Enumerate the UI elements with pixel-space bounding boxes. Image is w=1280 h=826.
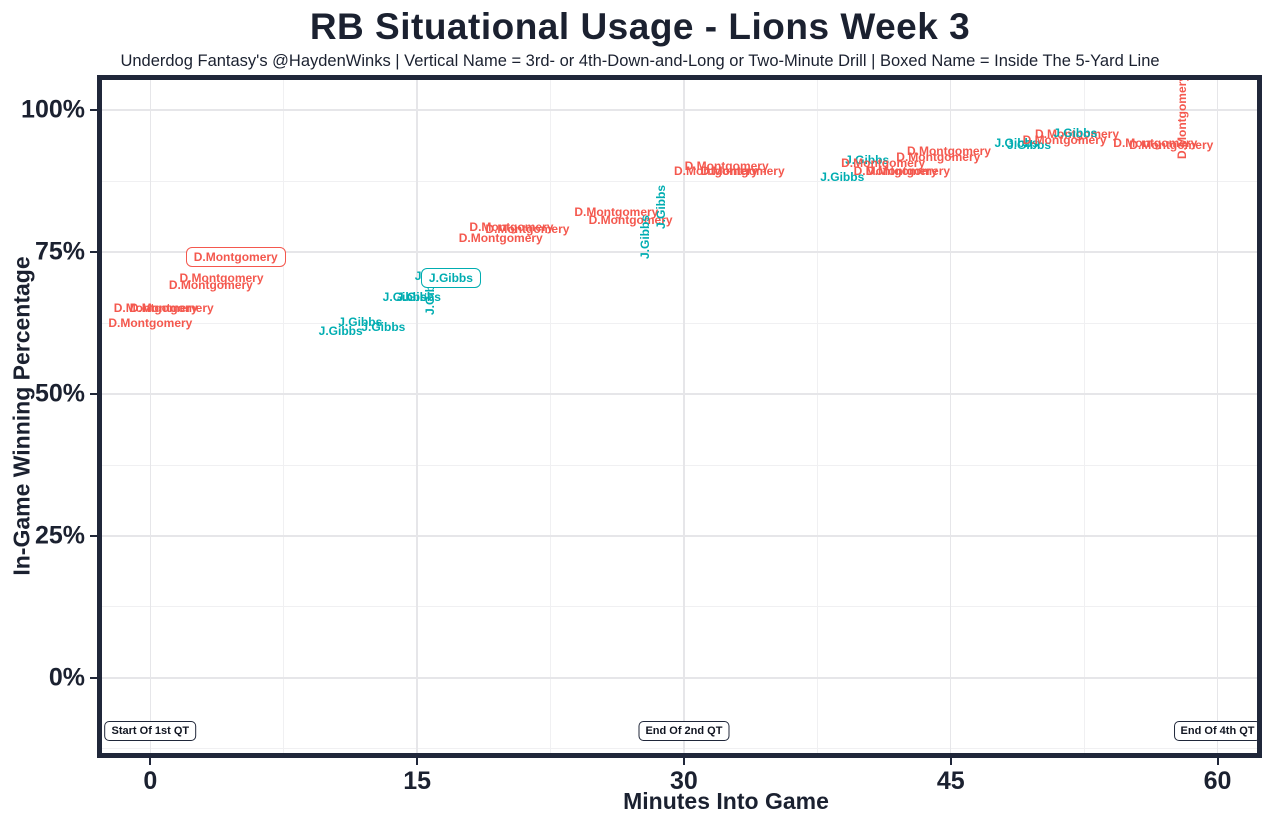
point-label-montgomery: D.Montgomery	[108, 316, 193, 331]
point-label-montgomery: D.Montgomery	[700, 163, 785, 178]
y-tick-label: 100%	[21, 95, 85, 124]
x-tick-label: 45	[936, 767, 965, 795]
point-label-montgomery: D.Montgomery	[458, 230, 543, 245]
y-tick-label: 0%	[48, 663, 85, 692]
quarter-annotation: End Of 4th QT	[1173, 720, 1262, 741]
point-label-gibbs: J.Gibbs	[396, 289, 441, 304]
point-label-gibbs: J.Gibbs	[318, 324, 363, 339]
point-label-montgomery: D.Montgomery	[866, 163, 951, 178]
x-tick-mark	[416, 758, 419, 765]
y-gridline	[97, 677, 1262, 679]
point-label-montgomery: D.Montgomery	[896, 150, 981, 165]
x-tick-label: 0	[143, 767, 158, 795]
x-gridline-minor	[1083, 75, 1085, 758]
x-gridline-minor	[816, 75, 818, 758]
point-label-montgomery: D.Montgomery	[185, 247, 286, 268]
x-tick-mark	[1216, 758, 1219, 765]
point-label-montgomery: D.Montgomery	[841, 156, 926, 170]
point-label-montgomery: D.Montgomery	[1022, 133, 1107, 148]
y-tick-label: 50%	[34, 379, 85, 408]
point-label-montgomery: D.Montgomery	[1113, 136, 1198, 151]
point-label-gibbs: J.Gibbs	[420, 268, 481, 289]
x-gridline	[416, 75, 418, 758]
plot-panel: D.Montgomery D.Montgomery D.Montgomery D.Mo…	[97, 75, 1262, 758]
point-label-montgomery: D.Montgomery	[1129, 138, 1214, 153]
y-gridline-minor	[97, 322, 1262, 324]
point-label-montgomery: D.Montgomery	[168, 278, 253, 293]
point-label-gibbs: J.Gibbs	[653, 185, 668, 230]
point-label-gibbs: J.Gibbs	[338, 314, 383, 329]
quarter-annotation: Start Of 1st QT	[104, 720, 197, 741]
point-label-montgomery: D.Montgomery	[179, 271, 264, 286]
point-label-montgomery: D.Montgomery	[673, 163, 758, 178]
chart-subtitle: Underdog Fantasy's @HaydenWinks | Vertic…	[120, 52, 1160, 70]
point-label-montgomery: D.Montgomery	[906, 144, 991, 159]
x-gridline	[1216, 75, 1219, 758]
x-tick-mark	[949, 758, 952, 765]
point-label-gibbs: J.Gibbs	[361, 320, 406, 335]
point-label-gibbs: J.Gibbs	[845, 153, 890, 168]
y-gridline	[97, 393, 1262, 395]
x-gridline	[949, 75, 952, 758]
chart-title: RB Situational Usage - Lions Week 3	[309, 6, 971, 47]
point-label-montgomery: D.Montgomery	[1174, 75, 1189, 159]
x-tick-label: 15	[403, 767, 432, 795]
point-label-montgomery: D.Montgomery	[1035, 127, 1120, 142]
point-label-montgomery: D.Montgomery	[588, 213, 673, 228]
y-tick-mark	[90, 676, 97, 679]
quarter-annotation: End Of 2nd QT	[638, 720, 730, 741]
point-label-montgomery: D.Montgomery	[574, 205, 659, 220]
y-tick-mark	[90, 535, 97, 537]
y-tick-mark	[90, 109, 97, 112]
x-gridline-minor	[283, 75, 285, 758]
x-tick-mark	[149, 758, 152, 765]
y-tick-mark	[90, 251, 97, 254]
x-gridline	[149, 75, 152, 758]
point-label-gibbs: J.Gibbs	[1053, 125, 1098, 140]
y-gridline	[97, 109, 1262, 111]
y-axis-title: In-Game Winning Percentage	[8, 256, 35, 576]
x-gridline	[683, 75, 685, 758]
y-tick-label: 25%	[34, 521, 85, 550]
point-label-gibbs: J.Gibbs	[820, 170, 865, 185]
y-gridline-minor	[97, 180, 1262, 182]
point-label-montgomery: D.Montgomery	[684, 159, 769, 174]
point-label-montgomery: D.Montgomery	[485, 222, 570, 237]
y-gridline-minor	[97, 606, 1262, 608]
y-gridline	[97, 251, 1262, 253]
point-label-montgomery: D.Montgomery	[469, 220, 554, 235]
x-tick-mark	[682, 758, 685, 765]
y-gridline	[97, 535, 1262, 537]
y-tick-label: 75%	[34, 237, 85, 266]
point-label-montgomery: D.Montgomery	[129, 301, 214, 316]
point-label-montgomery: D.Montgomery	[853, 163, 938, 178]
point-label-gibbs: J.Gibbs	[1006, 138, 1052, 153]
x-axis-title-text: Minutes Into Game	[623, 788, 829, 814]
y-gridline-minor	[97, 748, 1262, 750]
point-label-gibbs: J.Gibbs	[382, 289, 427, 304]
x-gridline-minor	[550, 75, 552, 758]
y-gridline-minor	[97, 464, 1262, 466]
x-axis-title: Minutes Into Game	[0, 788, 1280, 815]
point-label-gibbs: J.Gibbs	[994, 136, 1039, 151]
x-tick-label: 30	[670, 767, 698, 795]
point-label-gibbs: J.Gibbs	[637, 215, 652, 260]
y-tick-mark	[90, 393, 97, 396]
x-tick-label: 60	[1203, 767, 1232, 795]
point-label-montgomery: D.Montgomery	[113, 301, 198, 316]
